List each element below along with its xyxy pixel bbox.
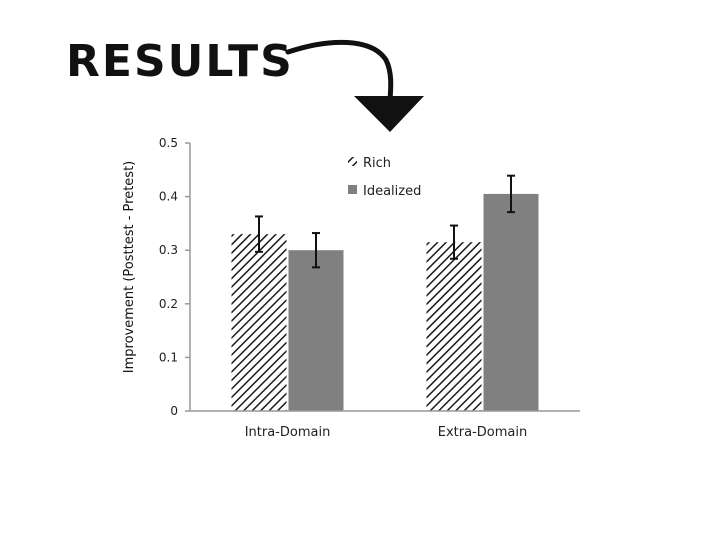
error-bar	[450, 224, 458, 260]
bar-idealized-extra-domain	[483, 193, 539, 411]
y-tick-label: 0.3	[159, 243, 178, 257]
error-bar	[255, 215, 263, 253]
legend-swatch-rich	[348, 157, 357, 166]
error-bar	[312, 232, 320, 269]
bar-idealized-intra-domain	[288, 250, 344, 411]
legend-label-rich: Rich	[363, 156, 391, 171]
legend: Rich Idealized	[348, 156, 421, 199]
arrow-icon	[285, 39, 424, 132]
bar-rich-extra-domain	[426, 242, 482, 411]
y-tick-label: 0.1	[159, 350, 178, 364]
legend-swatch-idealized	[348, 185, 357, 194]
legend-label-idealized: Idealized	[363, 184, 421, 199]
y-tick-label: 0.4	[159, 190, 178, 204]
bar-rich-intra-domain	[231, 234, 287, 411]
error-bar	[507, 174, 515, 214]
y-axis-label: Improvement (Posttest - Pretest)	[122, 161, 137, 373]
y-tick-label: 0	[170, 404, 178, 418]
bar-chart: Improvement (Posttest - Pretest) 0 0.1 0.2…	[122, 136, 580, 440]
slide-title: RESULTS	[66, 36, 294, 87]
x-category-label: Intra-Domain	[245, 425, 331, 440]
y-tick-label: 0.2	[159, 297, 178, 311]
x-category-label: Extra-Domain	[438, 425, 527, 440]
y-tick-label: 0.5	[159, 136, 178, 150]
